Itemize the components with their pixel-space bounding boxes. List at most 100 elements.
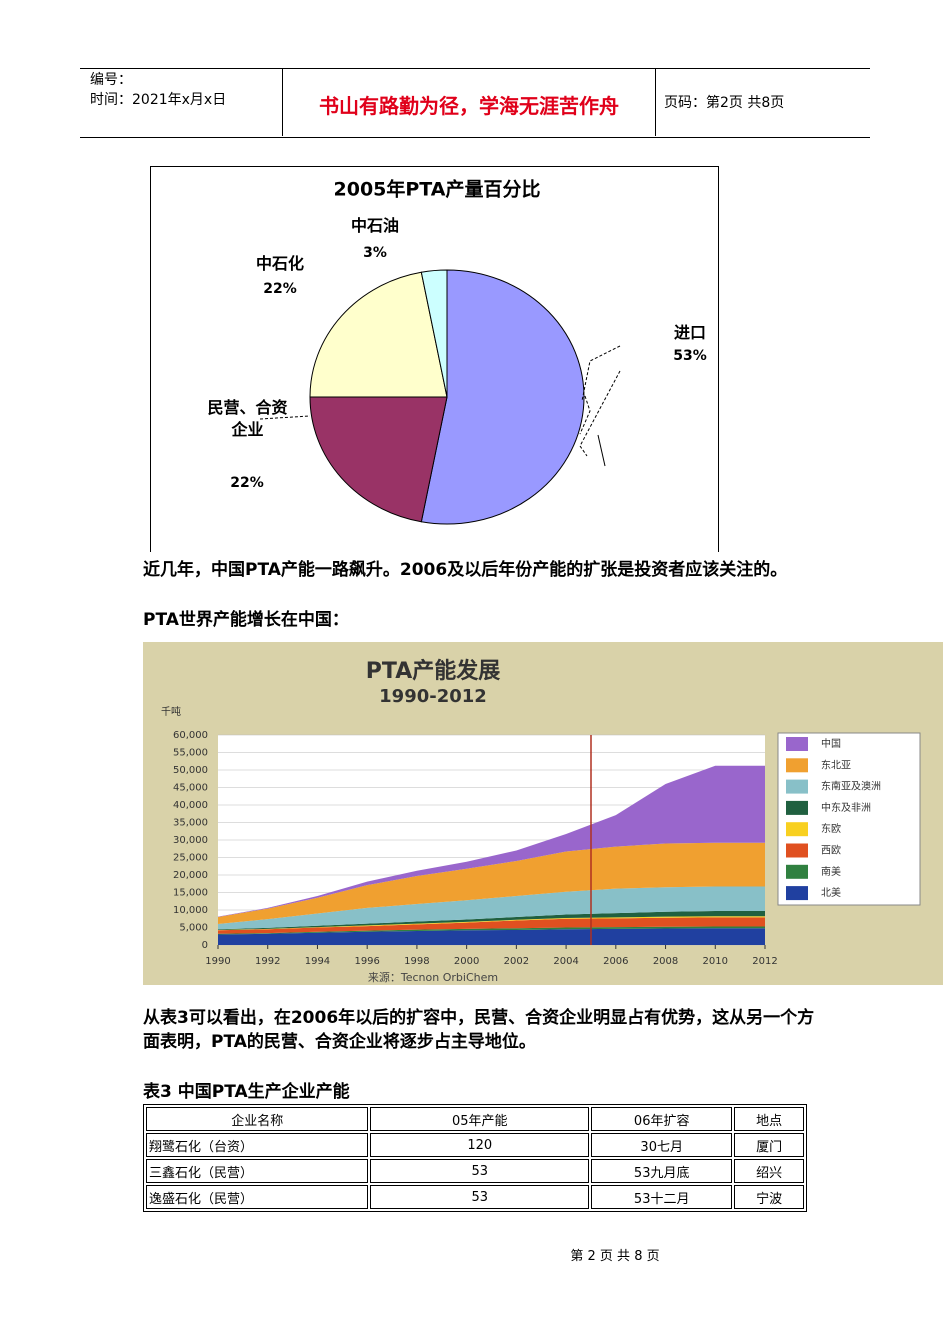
area bbox=[218, 926, 765, 935]
table-row: 翔鹭石化（台资） 120 30七月 厦门 bbox=[146, 1133, 804, 1157]
y-tick-label: 15,000 bbox=[173, 888, 208, 899]
table-cell: 三鑫石化（民营） bbox=[146, 1159, 369, 1183]
x-tick-label: 2008 bbox=[653, 956, 678, 967]
leader bbox=[579, 395, 591, 435]
serial: 编号： bbox=[90, 72, 132, 88]
y-tick-label: 25,000 bbox=[173, 853, 208, 864]
leader bbox=[259, 415, 311, 420]
table-cell: 53 bbox=[370, 1185, 590, 1209]
x-tick-label: 1994 bbox=[305, 956, 330, 967]
page-number: 页码：第2页 共8页 bbox=[664, 95, 785, 111]
divider bbox=[655, 68, 656, 136]
slice-value: 3% bbox=[363, 245, 387, 261]
header-cell: 05年产能 bbox=[370, 1107, 590, 1131]
footer: 第 2 页 共 8 页 bbox=[570, 1249, 660, 1264]
table-row: 三鑫石化（民营） 53 53九月底 绍兴 bbox=[146, 1159, 804, 1183]
table-cell: 逸盛石化（民营） bbox=[146, 1185, 369, 1209]
leader bbox=[581, 345, 621, 402]
area bbox=[218, 765, 765, 917]
area bbox=[218, 916, 765, 931]
x-tick-label: 1992 bbox=[255, 956, 280, 967]
x-tick-label: 2010 bbox=[703, 956, 728, 967]
x-tick-label: 2004 bbox=[553, 956, 578, 967]
y-tick-label: 50,000 bbox=[173, 765, 208, 776]
slice-label-box: 民营、合资企业 bbox=[207, 398, 287, 439]
table-cell: 53 bbox=[370, 1159, 590, 1183]
table-cell: 宁波 bbox=[734, 1185, 804, 1209]
divider bbox=[282, 68, 283, 136]
area bbox=[218, 886, 765, 930]
slice-label-box: 中石化 bbox=[255, 254, 304, 273]
legend-swatch bbox=[786, 737, 808, 751]
legend-label: 东欧 bbox=[821, 822, 841, 835]
header-cell: 地点 bbox=[734, 1107, 804, 1131]
chart-title: PTA产能发展 bbox=[366, 658, 500, 684]
legend-label: 北美 bbox=[821, 886, 841, 899]
x-tick-label: 2006 bbox=[603, 956, 628, 967]
legend-swatch bbox=[786, 779, 808, 794]
legend-swatch bbox=[786, 758, 808, 773]
slice-label: 中石油 bbox=[350, 216, 399, 235]
pie-slice bbox=[309, 271, 448, 398]
slice-value: 22% bbox=[263, 281, 297, 297]
paragraph: 从表3可以看出，在2006年以后的扩容中，民营、合资企业明显占有优势，这从另一个… bbox=[143, 1008, 815, 1052]
slice-label: 进口 bbox=[673, 323, 706, 342]
x-tick-label: 2002 bbox=[504, 956, 529, 967]
table-cell: 30七月 bbox=[591, 1133, 733, 1157]
table-row: 逸盛石化（民营） 53 53十二月 宁波 bbox=[146, 1185, 804, 1209]
chart-subtitle: 1990-2012 bbox=[379, 686, 487, 707]
legend-label: 东北亚 bbox=[821, 758, 851, 771]
table: 企业名称 05年产能 06年扩容 地点 翔鹭石化（台资） 120 30七月 厦门 三鑫石化（民营… bbox=[143, 1104, 807, 1212]
area bbox=[218, 917, 765, 934]
area bbox=[218, 911, 765, 930]
pie-slice bbox=[420, 269, 448, 398]
x-tick-label: 1998 bbox=[404, 956, 429, 967]
y-tick-label: 60,000 bbox=[173, 730, 208, 741]
legend-swatch bbox=[786, 800, 808, 815]
area bbox=[218, 842, 765, 924]
pie-slice bbox=[309, 396, 448, 523]
pie-frame bbox=[150, 166, 719, 552]
legend-label: 中东及非洲 bbox=[821, 801, 871, 814]
slice-label-box: 中石油 bbox=[350, 216, 399, 235]
source: 来源：Tecnon OrbiChem bbox=[368, 970, 498, 984]
table-cell: 120 bbox=[370, 1133, 590, 1157]
table-cell: 绍兴 bbox=[734, 1159, 804, 1183]
pie-slice bbox=[420, 269, 585, 525]
y-axis-label: 千吨 bbox=[161, 705, 181, 718]
y-tick-label: 55,000 bbox=[173, 748, 208, 759]
leader bbox=[586, 366, 650, 406]
header-cell: 企业名称 bbox=[146, 1107, 369, 1131]
legend-label: 东南亚及澳洲 bbox=[821, 780, 881, 793]
slice-label: 中石化 bbox=[255, 254, 304, 273]
legend-swatch bbox=[786, 864, 808, 879]
legend-swatch bbox=[786, 886, 808, 901]
legend-swatch bbox=[786, 843, 808, 858]
paragraph: PTA世界产能增长在中国： bbox=[143, 610, 349, 630]
leader bbox=[597, 434, 606, 467]
y-tick-label: 45,000 bbox=[173, 783, 208, 794]
x-tick-label: 2012 bbox=[752, 956, 777, 967]
table-cell: 53十二月 bbox=[591, 1185, 733, 1209]
x-tick-label: 2000 bbox=[454, 956, 479, 967]
y-tick-label: 5,000 bbox=[179, 923, 208, 934]
slice-label-box: 进口 bbox=[673, 323, 706, 342]
leader bbox=[579, 370, 621, 457]
x-tick-label: 1990 bbox=[205, 956, 230, 967]
y-tick-label: 10,000 bbox=[173, 905, 208, 916]
paragraph: 近几年，中国PTA产能一路飙升。2006及以后年份产能的扩张是投资者应该关注的。 bbox=[143, 560, 788, 580]
table-cell: 53九月底 bbox=[591, 1159, 733, 1183]
y-tick-label: 20,000 bbox=[173, 870, 208, 881]
slice-value: 53% bbox=[673, 348, 707, 364]
y-tick-label: 35,000 bbox=[173, 818, 208, 829]
x-tick-label: 1996 bbox=[354, 956, 379, 967]
y-tick-label: 30,000 bbox=[173, 835, 208, 846]
y-tick-label: 40,000 bbox=[173, 800, 208, 811]
table-cell: 厦门 bbox=[734, 1133, 804, 1157]
slice-value: 22% bbox=[230, 475, 264, 491]
legend-label: 西欧 bbox=[821, 845, 841, 857]
table-caption: 表3 中国PTA生产企业产能 bbox=[143, 1082, 350, 1102]
legend-swatch bbox=[786, 822, 808, 837]
legend-label: 中国 bbox=[821, 737, 841, 750]
